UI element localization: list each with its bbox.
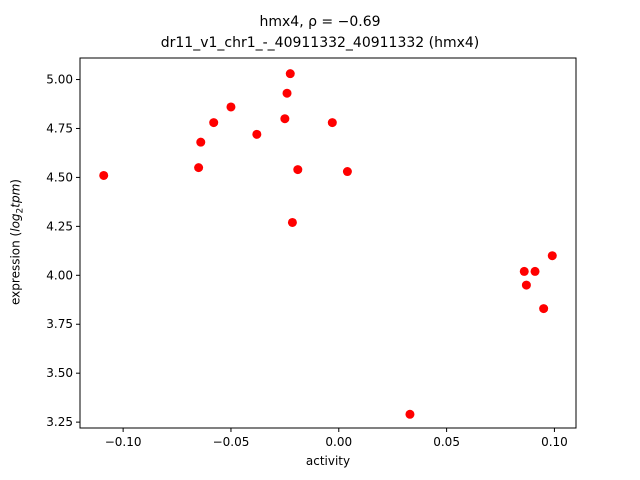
data-point	[342, 167, 352, 177]
y-tick-label: 3.25	[46, 415, 73, 429]
y-axis-label: expression (log2tpm)	[8, 179, 26, 305]
data-point	[405, 409, 415, 419]
x-tick-label: −0.10	[105, 435, 142, 449]
data-point	[530, 266, 540, 276]
data-point	[99, 170, 109, 180]
x-tick-label: −0.05	[213, 435, 250, 449]
axis-ticks: −0.10 −0.05 0.00 0.05 0.10 3.25 3.50 3.75 4.00 4.…	[46, 73, 568, 449]
data-points	[99, 69, 557, 419]
data-point	[209, 118, 219, 128]
data-point	[327, 118, 337, 128]
y-tick-label: 3.50	[46, 366, 73, 380]
data-point	[519, 266, 529, 276]
x-tick-label: 0.05	[433, 435, 460, 449]
data-point	[252, 129, 262, 139]
y-tick-label: 4.50	[46, 170, 73, 184]
data-point	[521, 280, 531, 290]
data-point	[539, 304, 549, 314]
data-point	[196, 137, 206, 147]
y-tick-label: 4.00	[46, 268, 73, 282]
data-point	[282, 88, 292, 98]
x-tick-label: 0.00	[325, 435, 352, 449]
axes-frame	[79, 57, 577, 429]
x-tick-label: 0.10	[541, 435, 568, 449]
data-point	[285, 69, 295, 79]
chart-title-line1: hmx4, ρ = −0.69	[259, 14, 381, 30]
x-axis-label: activity	[305, 454, 351, 468]
y-tick-label: 3.75	[46, 317, 73, 331]
data-point	[194, 163, 204, 173]
chart-title-line2: dr11_v1_chr1_-_40911332_40911332 (hmx4)	[160, 35, 480, 51]
y-tick-label: 4.25	[46, 219, 73, 233]
y-tick-label: 4.75	[46, 121, 73, 135]
data-point	[226, 102, 236, 112]
data-point	[280, 114, 290, 124]
data-point	[547, 251, 557, 261]
data-point	[293, 165, 303, 175]
data-point	[287, 217, 297, 227]
y-tick-label: 5.00	[46, 73, 73, 87]
